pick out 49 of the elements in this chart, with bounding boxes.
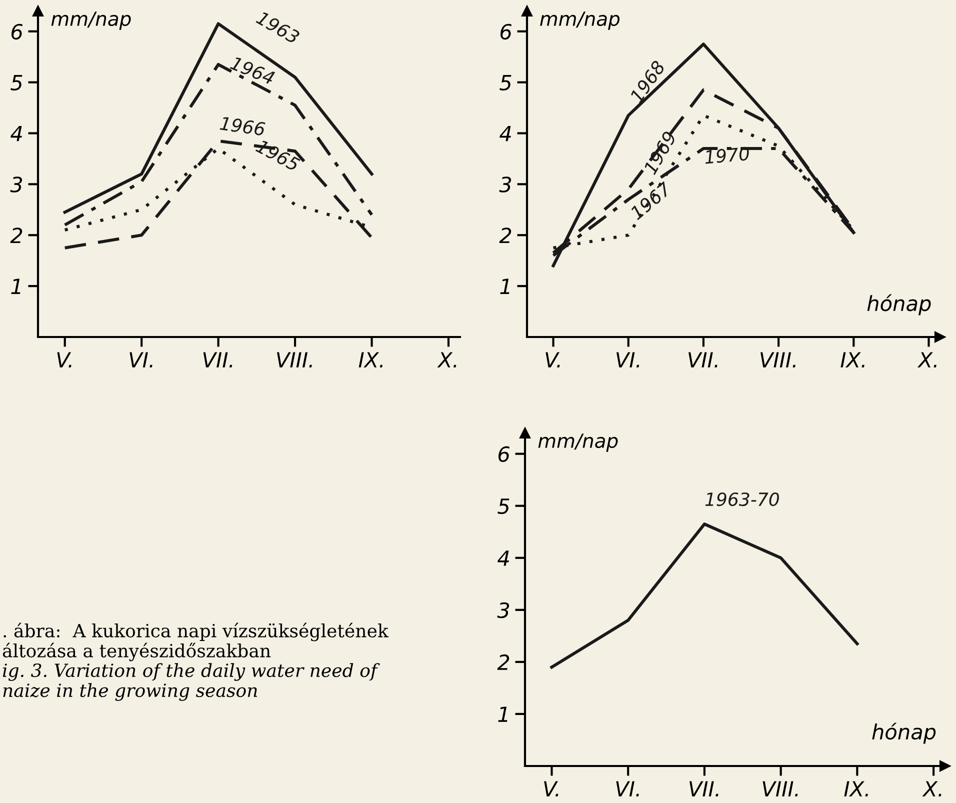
text: ig. 3. Variation of the daily water need of — [2, 663, 380, 681]
y-tick-label: 4 — [498, 550, 509, 566]
y-tick-label: 2 — [497, 654, 510, 670]
x-tick-label: VI. — [130, 352, 152, 368]
text: . ábra: A kukorica napi vízszükségletének — [4, 622, 389, 642]
y-tick-label: 1 — [500, 278, 510, 294]
x-tick-label: IX. — [358, 352, 383, 368]
x-tick-label: X. — [437, 352, 456, 368]
x-tick-label: V. — [57, 352, 72, 368]
y-tick-label: 4 — [500, 126, 511, 142]
x-tick-label: V. — [544, 781, 558, 796]
y-tick-label: 4 — [10, 126, 22, 142]
text: 1963 — [256, 10, 300, 44]
x-tick-label: VII. — [688, 352, 718, 368]
text: áltozása a tenyészidőszakban — [2, 642, 271, 662]
y-tick-label: 3 — [10, 176, 22, 192]
series-label: 1963-70 — [705, 492, 779, 506]
x-tick-label: X. — [922, 781, 942, 796]
x-tick-label: VIII. — [277, 352, 312, 368]
x-tick-label: IX. — [844, 781, 868, 796]
y-tick-label: 5 — [498, 498, 510, 514]
x-tick-label: V. — [546, 352, 560, 368]
y-tick-label: 2 — [10, 228, 22, 244]
y-axis-title: mm/nap — [540, 12, 620, 30]
text: 1964 — [230, 56, 276, 85]
y-tick-label: 2 — [499, 228, 512, 244]
y-tick-label: 3 — [499, 176, 512, 192]
x-axis-title: hónap — [872, 722, 936, 744]
y-tick-label: 6 — [498, 446, 510, 462]
y-axis-title: mm/nap — [538, 434, 618, 452]
x-tick-label: VII. — [203, 352, 232, 368]
x-tick-label: X. — [917, 352, 936, 368]
y-tick-label: 6 — [500, 24, 512, 40]
x-axis-title: hónap — [867, 294, 931, 316]
x-tick-label: VI. — [616, 781, 639, 796]
text: 1966 — [220, 116, 266, 136]
y-tick-label: 5 — [10, 75, 22, 91]
y-tick-label: 6 — [11, 24, 22, 40]
x-tick-label: VIII. — [760, 352, 796, 368]
y-tick-label: 3 — [497, 602, 510, 618]
x-tick-label: VI. — [616, 352, 640, 368]
y-tick-label: 1 — [11, 278, 20, 294]
x-tick-label: VII. — [690, 781, 718, 796]
text: naize in the growing season — [3, 683, 257, 701]
y-axis-title: mm/nap — [51, 12, 131, 30]
y-tick-label: 1 — [498, 706, 508, 722]
x-tick-label: IX. — [840, 352, 864, 368]
y-tick-label: 5 — [500, 75, 512, 91]
x-tick-label: VIII. — [762, 781, 798, 796]
